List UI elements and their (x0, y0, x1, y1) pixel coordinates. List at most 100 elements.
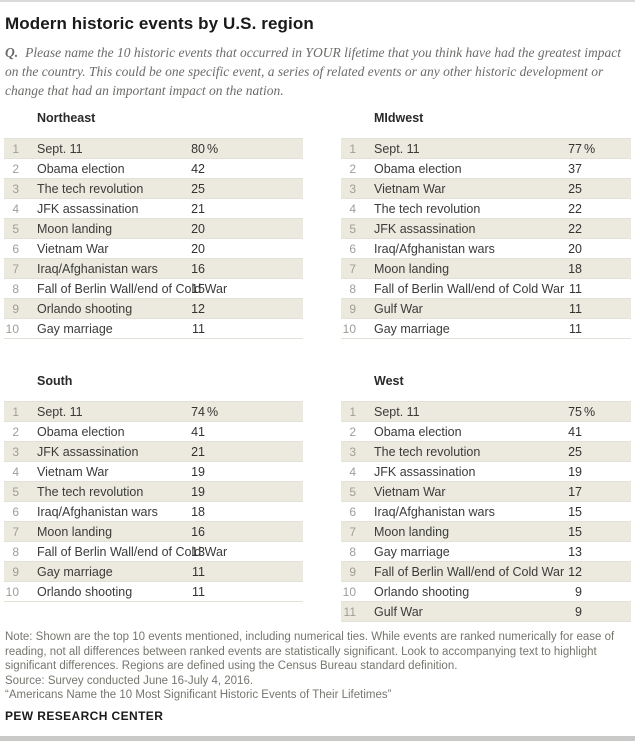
table-row: 8 Fall of Berlin Wall/end of Cold War 15 (4, 279, 303, 299)
rank-table: 1 Sept. 11 77% 2 Obama election 37 3 Vietnam Wa… (341, 138, 631, 339)
row-event-label: Gay marriage (374, 544, 450, 559)
rank-table: 1 Sept. 11 74% 2 Obama election 41 3 JFK assass… (4, 401, 303, 602)
row-event-label: The tech revolution (37, 484, 144, 499)
percent-sign: % (584, 141, 596, 156)
row-value: 19 (191, 464, 205, 479)
row-rank: 5 (12, 484, 19, 499)
row-value: 11 (569, 301, 582, 316)
table-row: 2 Obama election 42 (4, 159, 303, 179)
region-tables: Northeast 1 Sept. 11 80% 2 Obama election 42 3… (4, 110, 631, 622)
region-table-northeast: Northeast 1 Sept. 11 80% 2 Obama election 42 3… (4, 110, 303, 339)
row-value: 12 (191, 301, 205, 316)
row-rank: 4 (12, 201, 19, 216)
table-row: 3 The tech revolution 25 (4, 179, 303, 199)
row-event-label: Moon landing (37, 221, 113, 236)
row-event-label: Fall of Berlin Wall/end of Cold War (374, 281, 565, 296)
row-value: 19 (191, 484, 205, 499)
row-rank: 2 (349, 161, 356, 176)
row-value: 18 (568, 261, 582, 276)
table-row: 2 Obama election 41 (4, 422, 303, 442)
row-value: 75% (568, 404, 596, 419)
row-rank: 5 (12, 221, 19, 236)
table-row: 6 Iraq/Afghanistan wars 18 (4, 502, 303, 522)
table-row: 5 JFK assassination 22 (341, 219, 631, 239)
row-value: 41 (568, 424, 582, 439)
row-value: 11 (192, 564, 205, 579)
table-row: 8 Fall of Berlin Wall/end of Cold War 13 (4, 542, 303, 562)
row-value: 9 (575, 604, 582, 619)
row-value: 25 (568, 444, 582, 459)
report-title: “Americans Name the 10 Most Significant … (5, 689, 392, 701)
table-row: 2 Obama election 37 (341, 159, 631, 179)
region-header-south: South (37, 374, 73, 388)
row-event-label: Fall of Berlin Wall/end of Cold War (37, 281, 228, 296)
row-rank: 7 (349, 261, 356, 276)
row-value: 11 (569, 321, 582, 336)
row-value: 16 (191, 524, 205, 539)
table-row: 1 Sept. 11 75% (341, 402, 631, 422)
region-table-midwest: MIdwest 1 Sept. 11 77% 2 Obama election 37 3 Vi… (341, 110, 631, 339)
row-rank: 3 (349, 181, 356, 196)
row-rank: 2 (349, 424, 356, 439)
row-rank: 11 (343, 604, 356, 619)
row-rank: 5 (349, 484, 356, 499)
table-row: 7 Moon landing 16 (4, 522, 303, 542)
table-row: 4 The tech revolution 22 (341, 199, 631, 219)
row-event-label: The tech revolution (37, 181, 144, 196)
row-rank: 6 (12, 504, 19, 519)
row-event-label: Vietnam War (374, 484, 446, 499)
row-value: 22 (568, 201, 582, 216)
row-event-label: Obama election (37, 161, 125, 176)
row-rank: 8 (12, 281, 19, 296)
table-row: 10 Gay marriage 11 (341, 319, 631, 339)
row-value: 21 (191, 201, 205, 216)
row-event-label: Iraq/Afghanistan wars (37, 504, 158, 519)
row-value: 25 (568, 181, 582, 196)
table-row: 1 Sept. 11 74% (4, 402, 303, 422)
row-value: 15 (191, 281, 205, 296)
row-rank: 7 (349, 524, 356, 539)
row-rank: 7 (12, 261, 19, 276)
row-event-label: Moon landing (374, 524, 450, 539)
row-value: 21 (191, 444, 205, 459)
row-rank: 1 (12, 404, 19, 419)
row-event-label: Vietnam War (37, 241, 109, 256)
table-row: 10 Gay marriage 11 (4, 319, 303, 339)
table-row: 7 Moon landing 18 (341, 259, 631, 279)
row-event-label: Vietnam War (37, 464, 109, 479)
row-value: 11 (569, 281, 582, 296)
row-rank: 8 (349, 544, 356, 559)
row-value: 19 (568, 464, 582, 479)
row-value: 37 (568, 161, 582, 176)
row-rank: 4 (349, 201, 356, 216)
row-event-label: Gay marriage (37, 321, 113, 336)
region-header-west: West (374, 374, 404, 388)
row-rank: 10 (342, 584, 356, 599)
row-value: 15 (568, 504, 582, 519)
row-rank: 4 (349, 464, 356, 479)
row-event-label: Iraq/Afghanistan wars (374, 241, 495, 256)
table-row: 3 The tech revolution 25 (341, 442, 631, 462)
row-event-label: JFK assassination (374, 464, 476, 479)
row-event-label: Orlando shooting (37, 301, 133, 316)
row-value: 17 (568, 484, 582, 499)
table-row: 9 Gay marriage 11 (4, 562, 303, 582)
row-event-label: JFK assassination (37, 201, 139, 216)
row-event-label: Obama election (37, 424, 125, 439)
row-rank: 8 (349, 281, 356, 296)
row-rank: 3 (12, 181, 19, 196)
table-row: 6 Vietnam War 20 (4, 239, 303, 259)
row-rank: 1 (349, 404, 356, 419)
row-event-label: Orlando shooting (37, 584, 133, 599)
row-rank: 10 (342, 321, 356, 336)
row-value: 13 (191, 544, 205, 559)
row-event-label: Obama election (374, 424, 462, 439)
row-rank: 6 (349, 241, 356, 256)
row-rank: 2 (12, 424, 19, 439)
table-row: 7 Moon landing 15 (341, 522, 631, 542)
row-event-label: Vietnam War (374, 181, 446, 196)
table-row: 1 Sept. 11 80% (4, 139, 303, 159)
row-value: 25 (191, 181, 205, 196)
row-value: 77% (568, 141, 596, 156)
row-value: 11 (192, 321, 205, 336)
